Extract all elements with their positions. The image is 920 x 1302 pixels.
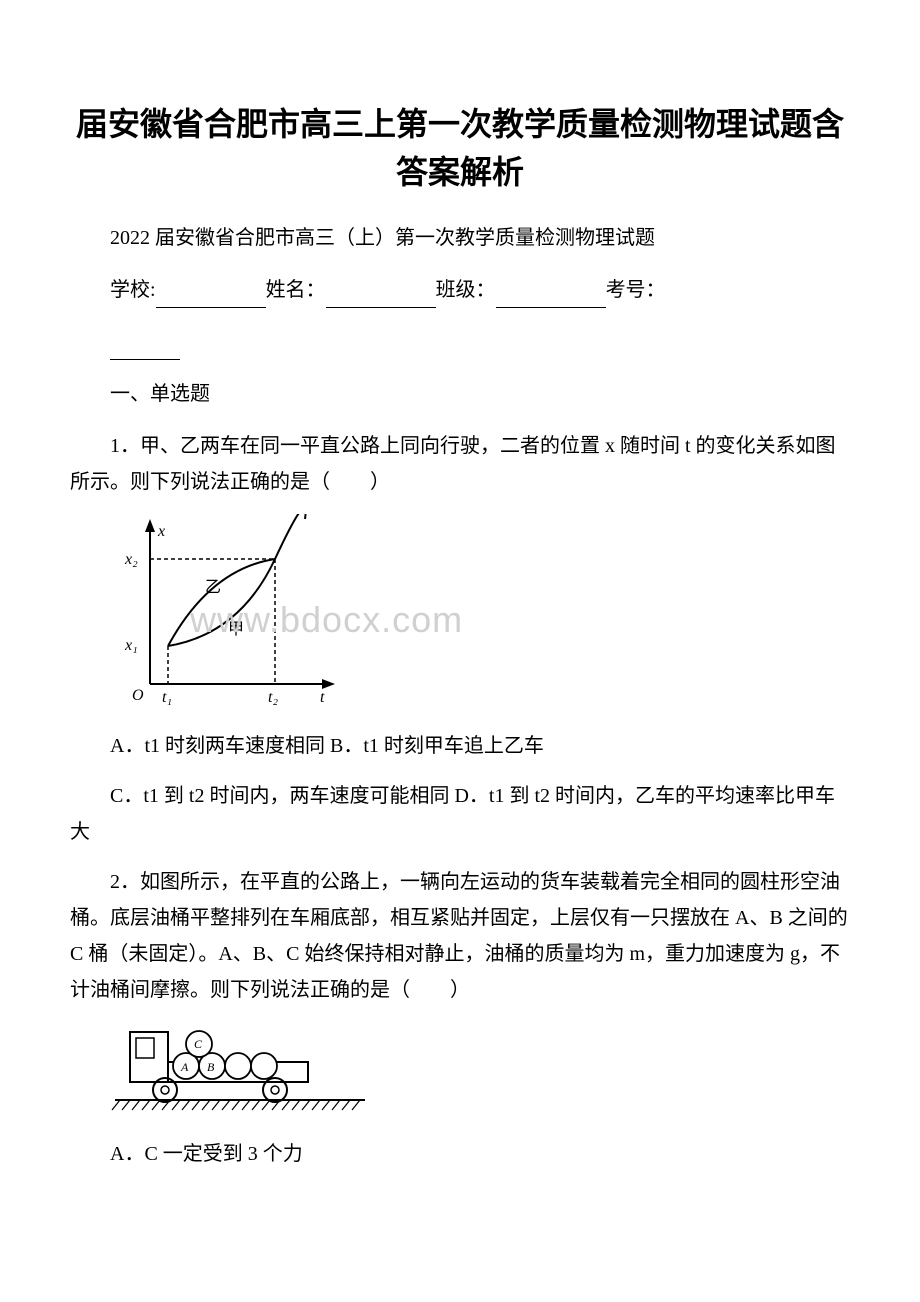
class-label: 班级： (436, 279, 496, 301)
q2-truck-svg: A B C (110, 1022, 370, 1122)
school-input-line[interactable] (156, 284, 266, 308)
x-tick-t1: t₁ (162, 689, 172, 706)
y-tick-x2: x₂ (124, 551, 138, 568)
x-tick-t2: t₂ (268, 689, 278, 706)
origin-label: O (132, 687, 144, 704)
q1-options-line1: A．t1 时刻两车速度相同 B．t1 时刻甲车追上乙车 (70, 728, 850, 764)
curve-label-jia: 甲 (228, 621, 244, 638)
q1-options-line2: C．t1 到 t2 时间内，两车速度可能相同 D．t1 到 t2 时间内，乙车的… (70, 778, 850, 850)
exam-id-input-line[interactable] (110, 336, 180, 360)
q2-option-a: A．C 一定受到 3 个力 (70, 1136, 850, 1172)
subtitle: 2022 届安徽省合肥市高三（上）第一次教学质量检测物理试题 (70, 220, 850, 256)
page-title: 届安徽省合肥市高三上第一次教学质量检测物理试题含答案解析 (70, 100, 850, 196)
y-tick-x1: x₁ (124, 637, 138, 654)
q2-stem: 2．如图所示，在平直的公路上，一辆向左运动的货车装载着完全相同的圆柱形空油桶。底… (70, 864, 850, 1008)
school-label: 学校: (110, 279, 156, 301)
form-line-2 (70, 324, 850, 360)
q1-chart-svg: x t x₂ x₁ O t₁ t₂ 乙 甲 (110, 514, 350, 714)
curve-label-yi: 乙 (205, 579, 221, 596)
q2-figure: A B C (110, 1022, 850, 1122)
q1-stem: 1．甲、乙两车在同一平直公路上同向行驶，二者的位置 x 随时间 t 的变化关系如… (70, 428, 850, 500)
form-line: 学校: 姓名： 班级： 考号： (70, 272, 850, 308)
barrel-label-a: A (180, 1060, 189, 1074)
x-axis-label: t (320, 689, 325, 706)
exam-id-label: 考号： (606, 279, 666, 301)
barrel-label-b: B (207, 1060, 215, 1074)
y-axis-label: x (157, 523, 165, 540)
barrel-label-c: C (194, 1037, 203, 1051)
class-input-line[interactable] (496, 284, 606, 308)
q1-figure: www.bdocx.com x t x₂ x₁ O t₁ t₂ 乙 甲 (110, 514, 850, 714)
name-input-line[interactable] (326, 284, 436, 308)
section-heading: 一、单选题 (70, 376, 850, 412)
name-label: 姓名： (266, 279, 326, 301)
